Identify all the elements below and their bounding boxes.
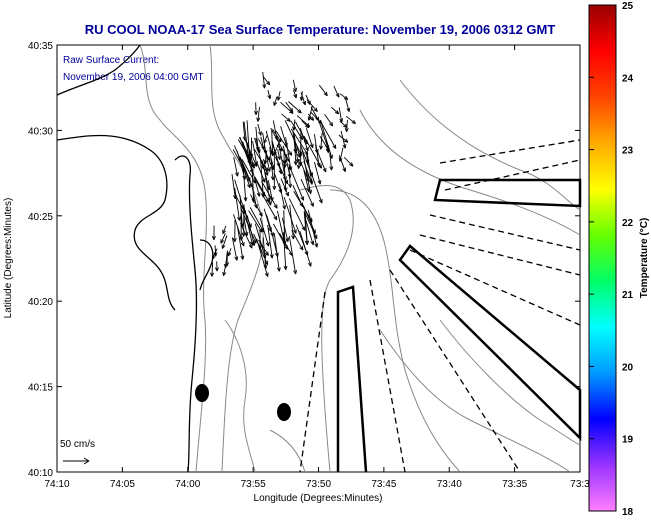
colorbar-tick-label: 20 [622, 362, 634, 373]
plot-frame [57, 45, 580, 472]
x-tick-label: 73:55 [241, 479, 266, 490]
colorbar-tick-label: 22 [622, 218, 634, 229]
colorbar-tick-label: 25 [622, 1, 634, 12]
y-tick-label: 40:15 [28, 383, 53, 394]
buoy-marker-east [277, 403, 291, 421]
scale-label: 50 cm/s [60, 439, 95, 450]
colorbar-tick-label: 18 [622, 507, 634, 518]
y-tick-label: 40:25 [28, 212, 53, 223]
buoy-marker-west [195, 384, 209, 402]
x-axis-label: Longitude (Degrees:Minutes) [254, 493, 383, 504]
x-tick-label: 74:10 [44, 479, 69, 490]
x-tick-label: 73:40 [437, 479, 462, 490]
colorbar-tick-label: 23 [622, 146, 634, 157]
y-axis-label: Latitude (Degrees:Minutes) [3, 198, 14, 319]
colorbar-tick-label: 24 [622, 73, 634, 84]
subtitle-line-2: November 19, 2006 04:00 GMT [63, 72, 204, 83]
x-tick-label: 74:00 [175, 479, 200, 490]
y-tick-label: 40:30 [28, 126, 53, 137]
colorbar [589, 5, 616, 511]
y-tick-label: 40:20 [28, 297, 53, 308]
x-tick-label: 73:3 [570, 479, 590, 490]
x-tick-label: 73:45 [371, 479, 396, 490]
y-tick-label: 40:10 [28, 468, 53, 479]
colorbar-tick-label: 21 [622, 290, 634, 301]
x-tick-label: 73:35 [502, 479, 527, 490]
x-tick-label: 74:05 [110, 479, 135, 490]
x-tick-label: 73:50 [306, 479, 331, 490]
chart-title: RU COOL NOAA-17 Sea Surface Temperature:… [85, 22, 556, 37]
y-tick-label: 40:35 [28, 41, 53, 52]
colorbar-tick-label: 19 [622, 435, 634, 446]
colorbar-label: Temperature (°C) [639, 218, 650, 299]
